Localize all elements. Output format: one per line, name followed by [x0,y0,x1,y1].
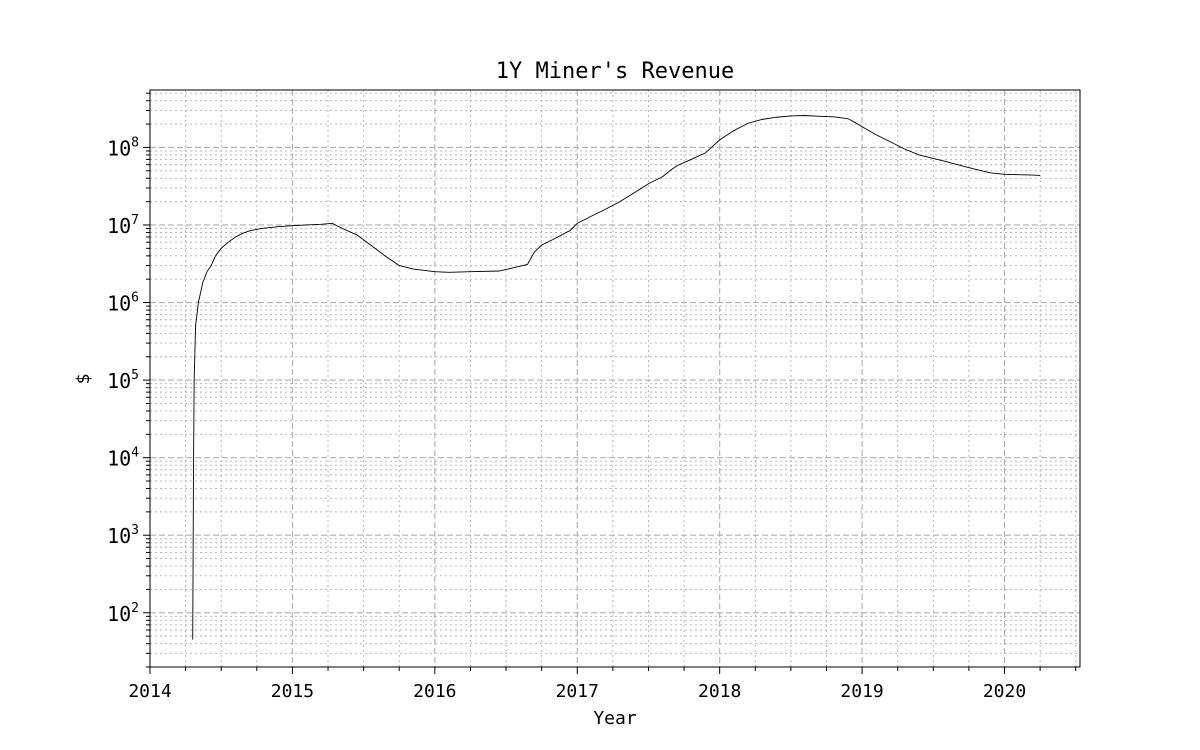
y-axis-label: $ [73,374,94,385]
x-tick-label: 2014 [128,681,171,702]
x-axis-label: Year [593,708,637,729]
x-tick-label: 2017 [556,681,599,702]
x-tick-label: 2015 [271,681,314,702]
y-tick-label: 102 [107,601,139,626]
y-tick-label: 104 [107,446,139,471]
plot-frame [149,89,1081,668]
y-tick-label: 107 [107,213,139,238]
y-tick-label: 103 [107,523,139,548]
y-tick-label: 105 [107,368,139,393]
x-tick-label: 2019 [840,681,883,702]
axis-ticks: 2014 2015 2016 2017 2018 2019 2020 102 103 104 105… [107,92,1077,702]
grid [149,90,1080,668]
y-tick-label: 106 [107,291,139,316]
y-tick-label: 108 [107,135,139,160]
x-tick-label: 2016 [413,681,456,702]
x-tick-label: 2020 [983,681,1026,702]
chart-title: 1Y Miner's Revenue [496,59,734,84]
series-line [192,115,1041,640]
x-tick-label: 2018 [698,681,741,702]
